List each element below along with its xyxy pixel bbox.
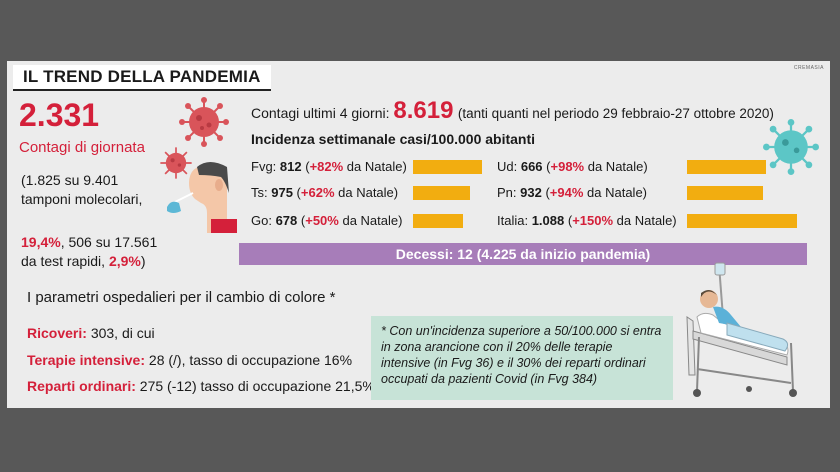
- incidence-row: Ud: 666 (+98% da Natale): [497, 158, 648, 176]
- region-percent: +94%: [550, 185, 584, 200]
- region-value: 812: [280, 159, 302, 174]
- four-days-note: (tanti quanti nel periodo 29 febbraio-27…: [458, 106, 774, 121]
- hospital-row-intensive: Terapie intensive: 28 (/), tasso di occu…: [27, 351, 352, 369]
- incidence-row: Ts: 975 (+62% da Natale): [251, 184, 398, 202]
- hospital-title: I parametri ospedalieri per il cambio di…: [27, 289, 335, 306]
- four-days-line: Contagi ultimi 4 giorni: 8.619 (tanti qu…: [251, 97, 774, 125]
- region-percent: +50%: [305, 213, 339, 228]
- region-name: Italia:: [497, 213, 532, 228]
- hospital-row-ricoveri: Ricoveri: 303, di cui: [27, 324, 155, 342]
- region-name: Ud:: [497, 159, 521, 174]
- daily-cases-number: 2.331: [19, 97, 99, 133]
- credit-label: CREMASIA: [794, 65, 824, 71]
- ricoveri-label: Ricoveri:: [27, 325, 91, 341]
- region-value: 678: [276, 213, 298, 228]
- ordinari-label: Reparti ordinari:: [27, 378, 140, 394]
- region-value: 1.088: [532, 213, 565, 228]
- hospital-row-ordinari: Reparti ordinari: 275 (-12) tasso di occ…: [27, 377, 375, 395]
- four-days-label: Contagi ultimi 4 giorni:: [251, 105, 393, 121]
- ricoveri-value: 303: [91, 325, 114, 341]
- rapid-line-2: da test rapidi, 2,9%): [21, 252, 146, 271]
- incidence-bar-fvg: [413, 160, 482, 174]
- region-name: Go:: [251, 213, 276, 228]
- intensive-value: 28 (/): [149, 352, 182, 368]
- incidence-title: Incidenza settimanale casi/100.000 abita…: [251, 131, 535, 147]
- incidence-row: Fvg: 812 (+82% da Natale): [251, 158, 407, 176]
- incidence-bar-ts: [413, 186, 470, 200]
- region-tail: da Natale: [613, 213, 672, 228]
- region-percent: +150%: [572, 213, 613, 228]
- incidence-row: Go: 678 (+50% da Natale): [251, 212, 402, 230]
- region-percent: +62%: [301, 185, 335, 200]
- footnote-box: * Con un'incidenza superiore a 50/100.00…: [371, 316, 673, 400]
- region-percent: +82%: [310, 159, 344, 174]
- incidence-bar-italia: [687, 214, 797, 228]
- region-name: Fvg:: [251, 159, 280, 174]
- molecular-line-2: tamponi molecolari,: [21, 190, 142, 209]
- virus-icon: [179, 97, 229, 147]
- incidence-bar-go: [413, 214, 463, 228]
- incidence-bar-ud: [687, 160, 766, 174]
- daily-cases-label: Contagi di giornata: [19, 139, 145, 156]
- rapid-line-1: 19,4%, 506 su 17.561: [21, 233, 157, 252]
- region-tail: da Natale: [584, 159, 643, 174]
- ordinari-tail: tasso di occupazione 21,5%: [197, 378, 375, 394]
- incidence-row: Pn: 932 (+94% da Natale): [497, 184, 647, 202]
- incidence-row: Italia: 1.088 (+150% da Natale): [497, 212, 677, 230]
- infographic-card: IL TREND DELLA PANDEMIA CREMASIA 2.331 C…: [7, 61, 830, 408]
- rapid-count: , 506 su 17.561: [61, 234, 158, 250]
- region-name: Pn:: [497, 185, 520, 200]
- rapid-percent: 2,9%: [109, 253, 141, 269]
- rapid-close: ): [141, 253, 146, 269]
- page-title: IL TREND DELLA PANDEMIA: [13, 65, 271, 91]
- region-value: 666: [521, 159, 543, 174]
- region-tail: da Natale: [343, 159, 402, 174]
- region-value: 975: [271, 185, 293, 200]
- ricoveri-tail: , di cui: [114, 325, 154, 341]
- region-tail: da Natale: [339, 213, 398, 228]
- region-value: 932: [520, 185, 542, 200]
- region-percent: +98%: [551, 159, 585, 174]
- region-tail: da Natale: [583, 185, 642, 200]
- molecular-percent: 19,4%: [21, 234, 61, 250]
- incidence-bar-pn: [687, 186, 763, 200]
- four-days-value: 8.619: [393, 97, 453, 124]
- region-name: Ts:: [251, 185, 271, 200]
- swab-test-icon: [167, 153, 237, 233]
- region-tail: da Natale: [335, 185, 394, 200]
- hospital-bed-icon: [679, 257, 819, 399]
- intensive-tail: , tasso di occupazione 16%: [182, 352, 352, 368]
- virus-teal-icon: [763, 119, 819, 175]
- ordinari-value: 275 (-12): [140, 378, 197, 394]
- intensive-label: Terapie intensive:: [27, 352, 149, 368]
- rapid-text: da test rapidi,: [21, 253, 109, 269]
- molecular-line-1: (1.825 su 9.401: [21, 171, 118, 190]
